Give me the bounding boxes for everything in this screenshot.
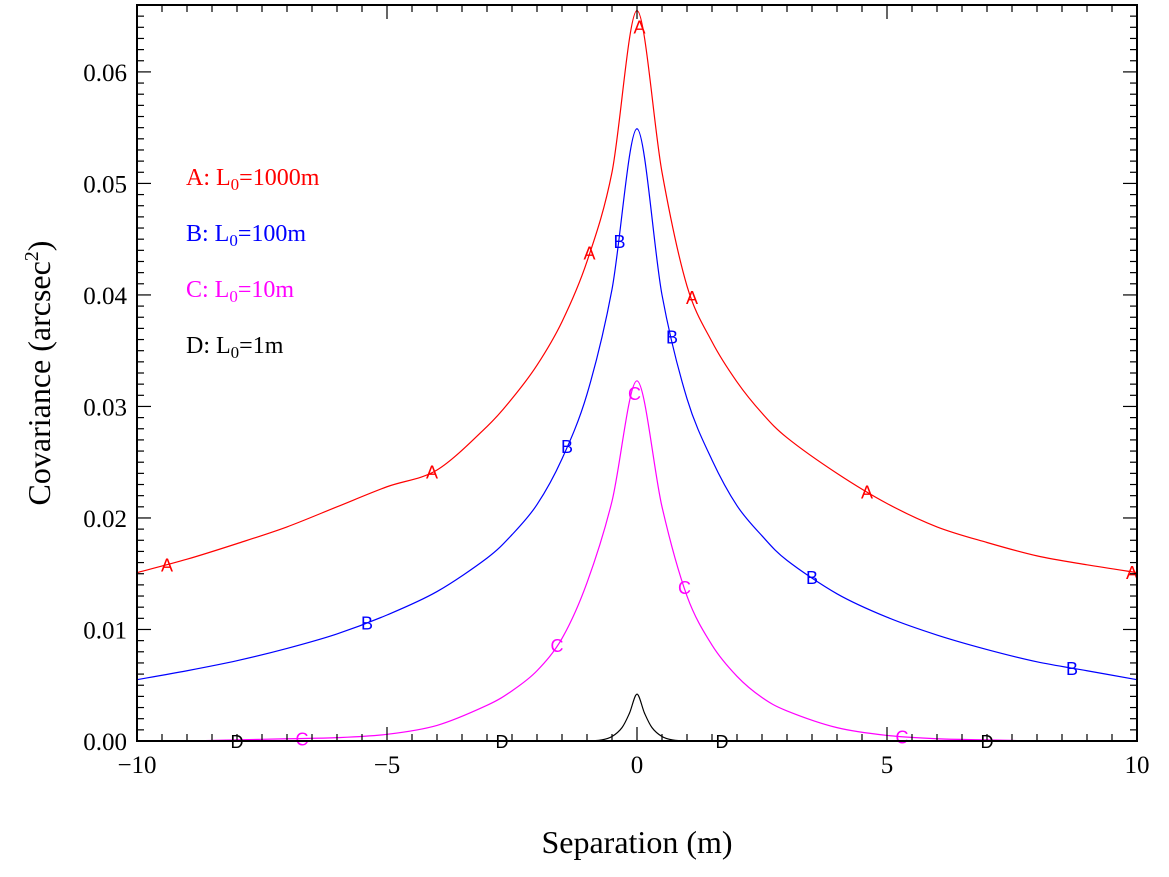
legend-suffix: =100m (238, 221, 307, 247)
series-marker-c: C (896, 727, 909, 747)
y-tick-label: 0.00 (83, 729, 127, 756)
legend-suffix: =1000m (239, 165, 320, 191)
series-marker-b: B (1066, 659, 1078, 679)
legend-subscript: 0 (231, 343, 240, 362)
legend-suffix: =10m (238, 277, 295, 303)
legend-entry-d: D: L0=1m (186, 333, 284, 362)
axis-ticks (136, 4, 1138, 742)
series-marker-a: A (583, 244, 595, 264)
y-tick-label: 0.02 (83, 506, 127, 533)
y-tick-label: 0.01 (83, 617, 127, 644)
x-tick-label: 10 (1125, 752, 1150, 779)
series-marker-a: A (686, 288, 698, 308)
series-marker-c: C (551, 636, 564, 656)
plot-frame (136, 4, 1138, 742)
series-marker-a: A (861, 482, 873, 502)
series-marker-b: B (561, 437, 573, 457)
series-line-c (137, 380, 1137, 742)
series-marker-a: A (161, 556, 173, 576)
y-tick-label: 0.04 (83, 283, 127, 310)
x-tick-label: 0 (631, 752, 644, 779)
x-tick-label: −5 (374, 752, 401, 779)
legend-subscript: 0 (229, 287, 238, 306)
tick-labels: −10 −5 0 5 10 0.00 0.01 0.02 0.03 0.04 0.05 0.06 (83, 60, 1149, 779)
x-tick-label: 5 (881, 752, 894, 779)
series-marker-b: B (613, 232, 625, 252)
series-marker-c: C (678, 578, 691, 598)
legend-prefix: C: L (186, 277, 229, 303)
y-tick-label: 0.05 (83, 171, 127, 198)
legend-prefix: B: L (186, 221, 229, 247)
y-tick-label: 0.06 (83, 60, 127, 87)
series-marker-c: C (296, 729, 309, 749)
y-axis-label-end: ) (21, 241, 57, 252)
legend-suffix: =1m (239, 333, 284, 359)
legend-subscript: 0 (231, 175, 240, 194)
series-marker-a: A (426, 463, 438, 483)
legend-prefix: D: L (186, 333, 231, 359)
series-marker-b: B (806, 568, 818, 588)
y-axis-label: Covariance (arcsec2) (21, 241, 57, 506)
y-axis-label-sup: 2 (21, 251, 43, 261)
legend-entry-a: A: L0=1000m (186, 165, 320, 194)
x-tick-label: −10 (117, 752, 156, 779)
curves-layer (136, 9, 1138, 742)
series-line-b (136, 128, 1138, 681)
series-marker-a: A (1126, 563, 1138, 583)
legend-entry-c: C: L0=10m (186, 277, 294, 306)
legend-prefix: A: L (186, 165, 231, 191)
y-tick-label: 0.03 (83, 394, 127, 421)
x-axis-label: Separation (m) (541, 824, 732, 860)
series-marker-c: C (628, 384, 641, 404)
series-marker-a: A (633, 18, 645, 38)
legend-entry-b: B: L0=100m (186, 221, 306, 250)
legend-subscript: 0 (229, 231, 238, 250)
y-axis-label-main: Covariance (arcsec (21, 261, 57, 505)
series-marker-b: B (666, 327, 678, 347)
series-marker-b: B (361, 614, 373, 634)
